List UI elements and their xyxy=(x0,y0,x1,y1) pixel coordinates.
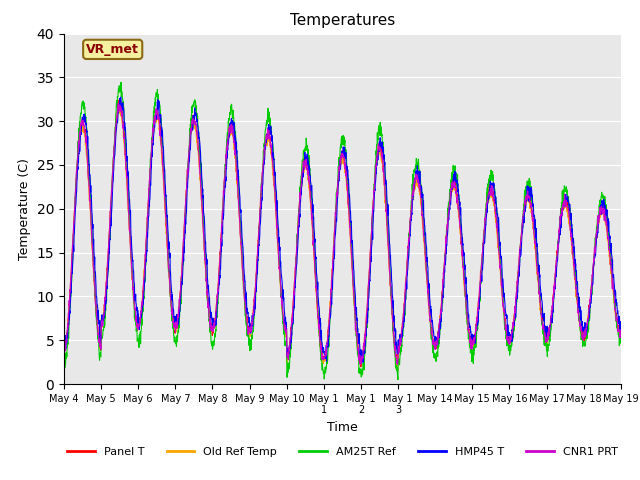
Y-axis label: Temperature (C): Temperature (C) xyxy=(18,158,31,260)
AM25T Ref xyxy=(359,371,367,377)
Old Ref Temp xyxy=(116,104,124,110)
Old Ref Temp xyxy=(60,349,68,355)
Line: Panel T: Panel T xyxy=(64,100,621,367)
HMP45 T xyxy=(584,322,591,327)
X-axis label: Time: Time xyxy=(327,421,358,434)
HMP45 T xyxy=(117,94,125,100)
CNR1 PRT xyxy=(371,178,379,183)
CNR1 PRT xyxy=(115,100,122,106)
Panel T xyxy=(114,97,122,103)
CNR1 PRT xyxy=(359,354,367,360)
AM25T Ref xyxy=(117,79,125,85)
Line: HMP45 T: HMP45 T xyxy=(64,97,621,362)
Panel T xyxy=(357,364,365,370)
AM25T Ref xyxy=(371,173,379,179)
HMP45 T xyxy=(60,337,68,343)
AM25T Ref xyxy=(568,231,576,237)
Old Ref Temp xyxy=(568,246,576,252)
AM25T Ref xyxy=(505,346,513,351)
HMP45 T xyxy=(568,231,576,237)
AM25T Ref xyxy=(617,336,625,342)
AM25T Ref xyxy=(60,361,68,367)
HMP45 T xyxy=(371,188,379,193)
Text: VR_met: VR_met xyxy=(86,43,139,56)
Panel T xyxy=(505,340,513,346)
Old Ref Temp xyxy=(216,263,223,268)
AM25T Ref xyxy=(584,318,591,324)
Old Ref Temp xyxy=(394,367,401,372)
Panel T xyxy=(584,317,591,323)
CNR1 PRT xyxy=(394,361,401,367)
Old Ref Temp xyxy=(371,176,379,181)
Panel T xyxy=(216,259,223,264)
Old Ref Temp xyxy=(359,351,367,357)
Panel T xyxy=(371,177,379,182)
Legend: Panel T, Old Ref Temp, AM25T Ref, HMP45 T, CNR1 PRT: Panel T, Old Ref Temp, AM25T Ref, HMP45 … xyxy=(63,442,622,461)
Line: Old Ref Temp: Old Ref Temp xyxy=(64,107,621,370)
Panel T xyxy=(568,239,576,245)
AM25T Ref xyxy=(394,377,402,383)
HMP45 T xyxy=(505,331,513,337)
CNR1 PRT xyxy=(617,327,625,333)
Old Ref Temp xyxy=(505,339,513,345)
Panel T xyxy=(617,329,625,335)
HMP45 T xyxy=(216,277,223,283)
AM25T Ref xyxy=(216,268,223,274)
Panel T xyxy=(359,354,367,360)
Line: CNR1 PRT: CNR1 PRT xyxy=(64,103,621,364)
HMP45 T xyxy=(359,348,367,354)
Old Ref Temp xyxy=(617,333,625,338)
Title: Temperatures: Temperatures xyxy=(290,13,395,28)
CNR1 PRT xyxy=(584,316,591,322)
HMP45 T xyxy=(617,327,625,333)
Line: AM25T Ref: AM25T Ref xyxy=(64,82,621,380)
CNR1 PRT xyxy=(60,342,68,348)
Panel T xyxy=(60,345,68,350)
CNR1 PRT xyxy=(568,242,576,248)
CNR1 PRT xyxy=(505,340,513,346)
CNR1 PRT xyxy=(216,264,223,269)
HMP45 T xyxy=(359,360,367,365)
Old Ref Temp xyxy=(584,319,591,324)
